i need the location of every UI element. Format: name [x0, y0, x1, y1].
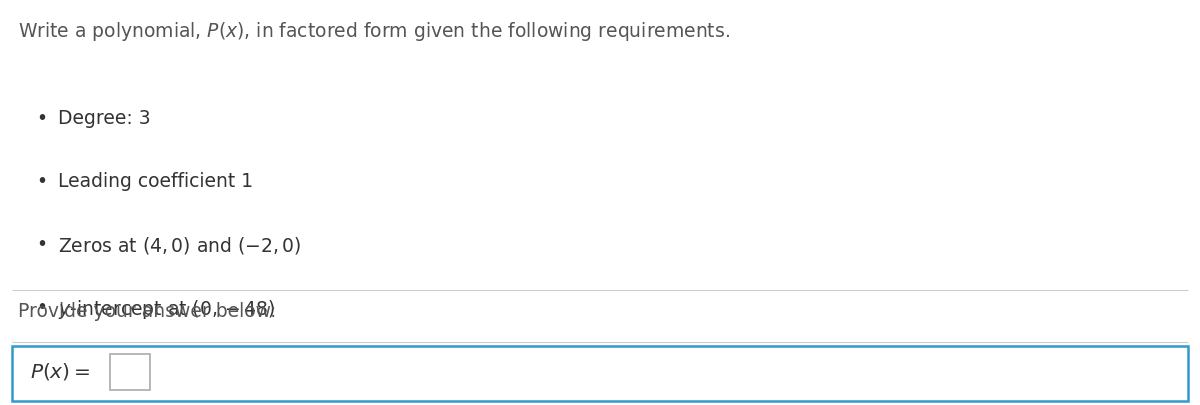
Text: •: • — [36, 172, 47, 191]
Text: Degree: 3: Degree: 3 — [58, 109, 150, 128]
Text: $y$-intercept at $(0, -48)$: $y$-intercept at $(0, -48)$ — [58, 298, 275, 321]
Text: Leading coefficient 1: Leading coefficient 1 — [58, 172, 253, 191]
Text: Zeros at $(4, 0)$ and $(-2, 0)$: Zeros at $(4, 0)$ and $(-2, 0)$ — [58, 235, 301, 256]
FancyBboxPatch shape — [110, 354, 150, 390]
Text: •: • — [36, 109, 47, 128]
Text: •: • — [36, 298, 47, 317]
Text: Provide your answer below:: Provide your answer below: — [18, 302, 276, 321]
Text: Write a polynomial, $P(x)$, in factored form given the following requirements.: Write a polynomial, $P(x)$, in factored … — [18, 20, 730, 43]
FancyBboxPatch shape — [12, 346, 1188, 401]
Text: $P(x) =$: $P(x) =$ — [30, 361, 90, 382]
Text: •: • — [36, 235, 47, 254]
